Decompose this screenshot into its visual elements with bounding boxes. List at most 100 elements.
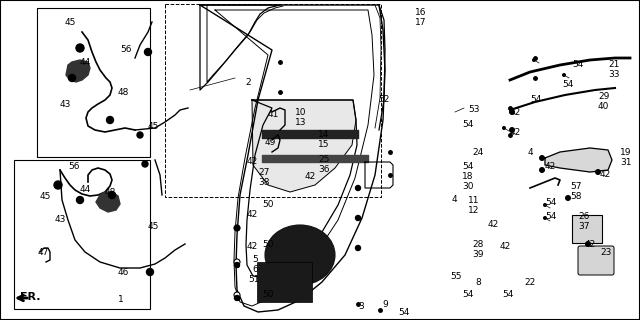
Polygon shape: [66, 60, 90, 82]
Text: 52: 52: [378, 95, 389, 104]
Text: 39: 39: [472, 250, 483, 259]
Circle shape: [509, 127, 515, 133]
Text: 49: 49: [265, 138, 276, 147]
Polygon shape: [252, 100, 356, 192]
Text: 9: 9: [382, 300, 388, 309]
Text: 19: 19: [620, 148, 632, 157]
Text: 25: 25: [318, 155, 330, 164]
Text: 24: 24: [472, 148, 483, 157]
Text: 47: 47: [38, 248, 49, 257]
Text: 42: 42: [545, 162, 556, 171]
Text: 54: 54: [462, 120, 474, 129]
Circle shape: [234, 259, 240, 265]
Circle shape: [234, 225, 240, 231]
Text: 33: 33: [608, 70, 620, 79]
Text: 42: 42: [305, 172, 316, 181]
Text: 54: 54: [462, 162, 474, 171]
Text: 50: 50: [262, 240, 273, 249]
Text: 45: 45: [148, 122, 159, 131]
FancyBboxPatch shape: [257, 262, 312, 302]
Text: 28: 28: [472, 240, 483, 249]
Text: FR.: FR.: [20, 292, 40, 302]
Text: 31: 31: [620, 158, 632, 167]
Bar: [37, 8, 150, 157]
Circle shape: [234, 292, 240, 298]
Text: 54: 54: [545, 198, 556, 207]
Text: 54: 54: [545, 212, 556, 221]
Text: 10: 10: [295, 108, 307, 117]
Text: 56: 56: [68, 162, 79, 171]
Text: 51: 51: [248, 275, 259, 284]
Text: 54: 54: [398, 308, 410, 317]
Text: 26: 26: [578, 212, 589, 221]
Circle shape: [562, 73, 566, 77]
Circle shape: [234, 262, 239, 268]
Circle shape: [355, 245, 360, 251]
Text: 42: 42: [500, 242, 511, 251]
Text: 15: 15: [318, 140, 330, 149]
Text: 42: 42: [488, 220, 499, 229]
Circle shape: [543, 216, 547, 220]
Text: 3: 3: [358, 302, 364, 311]
Text: 2: 2: [245, 78, 251, 87]
Text: 41: 41: [268, 110, 280, 119]
Text: 7: 7: [638, 248, 640, 257]
Text: 42: 42: [510, 108, 521, 117]
Text: 45: 45: [65, 18, 76, 27]
Circle shape: [234, 295, 239, 300]
Text: 56: 56: [120, 45, 131, 54]
Text: 48: 48: [105, 188, 116, 197]
Circle shape: [565, 195, 571, 201]
Text: 46: 46: [118, 268, 129, 277]
Polygon shape: [96, 192, 120, 212]
Circle shape: [355, 215, 360, 220]
Circle shape: [532, 58, 536, 62]
Text: 38: 38: [258, 178, 269, 187]
Circle shape: [142, 161, 148, 167]
Circle shape: [539, 155, 545, 161]
Text: 4: 4: [452, 195, 458, 204]
Text: 1: 1: [118, 295, 124, 304]
Text: 11: 11: [468, 196, 479, 205]
Circle shape: [145, 49, 152, 55]
Text: 54: 54: [462, 290, 474, 299]
Bar: [165, 4, 381, 197]
Text: 42: 42: [510, 128, 521, 137]
Text: 17: 17: [415, 18, 426, 27]
Circle shape: [106, 116, 113, 124]
Text: 37: 37: [578, 222, 589, 231]
Circle shape: [355, 186, 360, 190]
Text: 58: 58: [570, 192, 582, 201]
Text: 54: 54: [572, 60, 584, 69]
Text: 14: 14: [318, 130, 330, 139]
Text: 4: 4: [528, 148, 534, 157]
Circle shape: [234, 226, 239, 230]
Circle shape: [77, 196, 83, 204]
Circle shape: [543, 203, 547, 207]
Circle shape: [54, 181, 62, 189]
Circle shape: [509, 109, 515, 115]
Text: 42: 42: [247, 157, 259, 166]
Text: 23: 23: [600, 248, 611, 257]
Text: 42: 42: [247, 242, 259, 251]
Circle shape: [147, 268, 154, 276]
Text: 54: 54: [562, 80, 573, 89]
Circle shape: [68, 75, 76, 82]
Circle shape: [76, 44, 84, 52]
Text: 53: 53: [468, 105, 479, 114]
Text: 18: 18: [462, 172, 474, 181]
Circle shape: [502, 126, 506, 130]
Ellipse shape: [265, 225, 335, 285]
Polygon shape: [545, 148, 612, 172]
Text: 30: 30: [462, 182, 474, 191]
Text: 45: 45: [40, 192, 51, 201]
Text: 42: 42: [247, 210, 259, 219]
Text: 5: 5: [252, 255, 258, 264]
Bar: [572, 215, 602, 243]
Text: 44: 44: [80, 58, 92, 67]
Text: 42: 42: [585, 240, 596, 249]
Text: 43: 43: [60, 100, 72, 109]
Circle shape: [539, 167, 545, 173]
Text: 6: 6: [252, 265, 258, 274]
Circle shape: [595, 169, 601, 175]
